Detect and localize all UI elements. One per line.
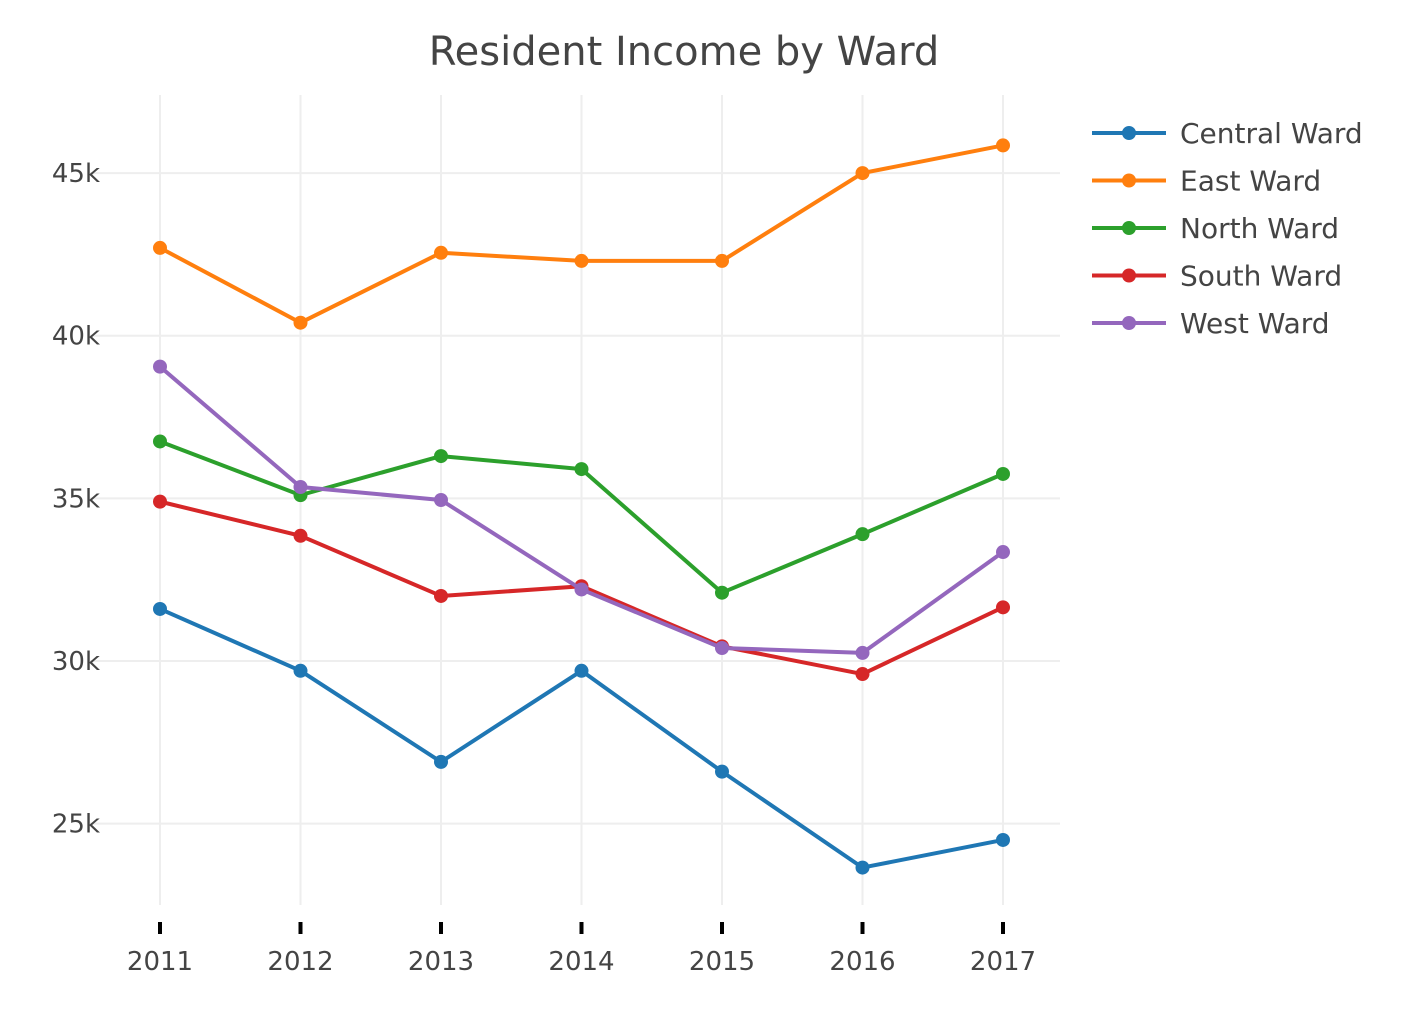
- legend-label: West Ward: [1180, 307, 1330, 340]
- data-point: [293, 479, 308, 494]
- legend-marker: [1122, 221, 1136, 235]
- data-point: [153, 359, 167, 374]
- legend-label: Central Ward: [1180, 117, 1363, 150]
- data-point: [153, 494, 167, 509]
- legend-marker: [1122, 126, 1136, 140]
- series-west-ward: [153, 359, 1010, 660]
- legend-marker: [1122, 173, 1136, 188]
- data-point: [996, 545, 1010, 560]
- x-tick-label: 2016: [829, 947, 895, 977]
- x-tick-label: 2012: [267, 947, 333, 977]
- data-point: [434, 493, 448, 507]
- x-tick-label: 2017: [970, 947, 1036, 977]
- legend-label: North Ward: [1180, 212, 1339, 245]
- legend-label: South Ward: [1180, 260, 1342, 293]
- data-point: [855, 527, 870, 542]
- y-axis: 25k 30k 35k 40k 45k: [52, 159, 100, 840]
- data-point: [153, 434, 167, 449]
- x-tick-label: 2013: [408, 947, 474, 977]
- grid: [90, 95, 1060, 905]
- y-tick-label: 25k: [52, 810, 100, 840]
- legend-marker: [1122, 268, 1136, 283]
- series-east-ward: [153, 138, 1010, 330]
- data-point: [715, 585, 729, 600]
- data-point: [715, 764, 729, 779]
- series-lines: [153, 138, 1010, 875]
- data-point: [996, 600, 1010, 615]
- y-tick-label: 40k: [52, 322, 100, 352]
- x-tick-label: 2011: [127, 947, 193, 977]
- data-point: [434, 588, 448, 603]
- legend-item[interactable]: South Ward: [1092, 260, 1342, 293]
- data-point: [293, 663, 308, 678]
- series-central-ward: [153, 601, 1010, 875]
- legend-item[interactable]: West Ward: [1092, 307, 1330, 340]
- legend-item[interactable]: Central Ward: [1092, 117, 1363, 150]
- data-point: [715, 641, 729, 656]
- data-point: [574, 582, 589, 597]
- data-point: [434, 245, 448, 260]
- legend-label: East Ward: [1180, 165, 1321, 198]
- data-point: [293, 315, 308, 330]
- x-axis: 2011 2012 2013 2014 2015 2016 2017: [127, 922, 1036, 977]
- data-point: [293, 528, 308, 543]
- data-point: [855, 166, 870, 181]
- data-point: [574, 663, 589, 678]
- x-tick-label: 2014: [548, 947, 614, 977]
- data-point: [715, 253, 729, 268]
- data-point: [153, 240, 167, 255]
- data-point: [434, 754, 448, 769]
- legend-marker: [1122, 316, 1136, 330]
- data-point: [153, 601, 167, 616]
- data-point: [855, 645, 870, 660]
- data-point: [996, 466, 1010, 481]
- legend-item[interactable]: East Ward: [1092, 165, 1321, 198]
- data-point: [574, 253, 589, 268]
- y-tick-label: 35k: [52, 484, 100, 514]
- data-point: [434, 449, 448, 464]
- y-tick-label: 30k: [52, 647, 100, 677]
- data-point: [996, 138, 1010, 153]
- data-point: [855, 860, 870, 875]
- data-point: [574, 462, 589, 477]
- y-tick-label: 45k: [52, 159, 100, 189]
- legend-item[interactable]: North Ward: [1092, 212, 1339, 245]
- chart-title: Resident Income by Ward: [429, 29, 940, 75]
- data-point: [855, 667, 870, 682]
- data-point: [996, 832, 1010, 847]
- legend: Central Ward East Ward North Ward South War…: [1092, 117, 1363, 340]
- x-tick-label: 2015: [689, 947, 755, 977]
